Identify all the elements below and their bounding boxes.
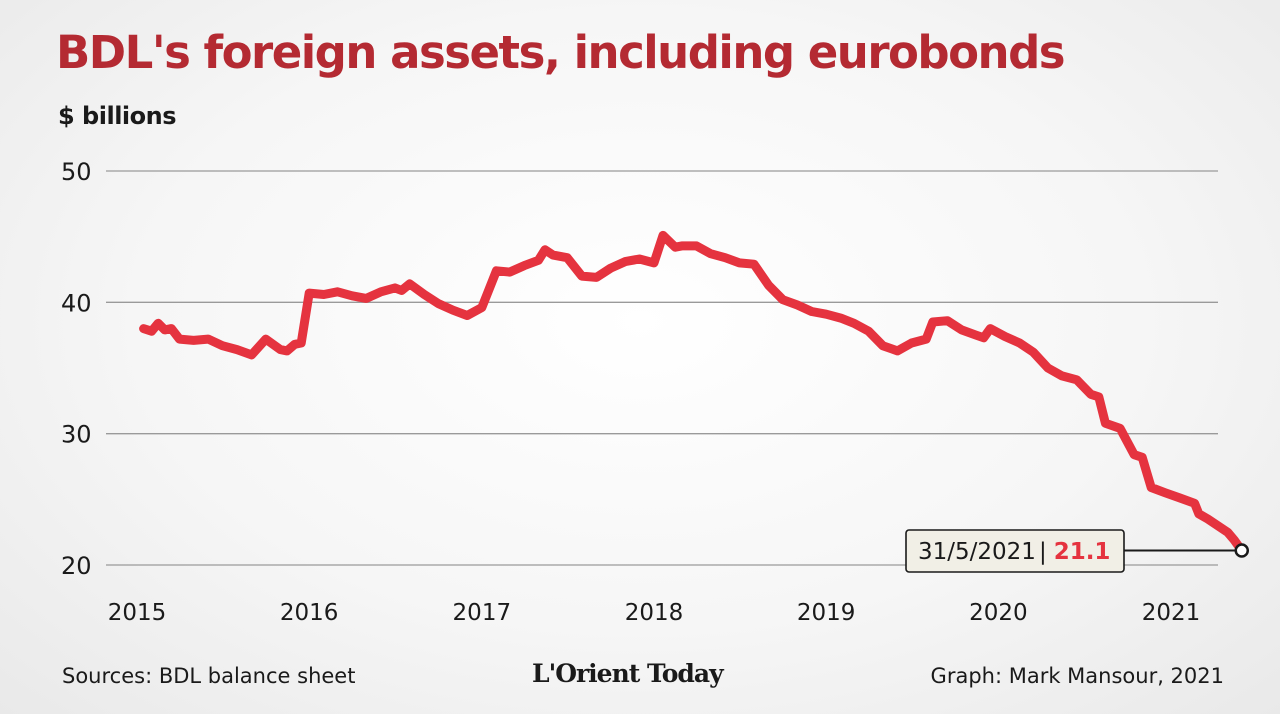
callout-date: 31/5/2021 — [918, 539, 1036, 565]
x-tick-label-2020: 2020 — [969, 600, 1028, 626]
y-tick-label-50: 50 — [61, 158, 92, 186]
graph-credit: Graph: Mark Mansour, 2021 — [930, 664, 1224, 688]
series-layer — [139, 230, 1247, 556]
latest-point-marker — [1234, 543, 1250, 558]
y-axis-unit-label: $ billions — [58, 102, 177, 130]
x-axis-ticks: 2015 2016 2017 2018 2019 2020 2021 — [108, 600, 1201, 626]
source-note: Sources: BDL balance sheet — [62, 664, 356, 688]
annotation-callout: 31/5/2021 | 21.1 — [905, 529, 1250, 573]
chart-title: BDL's foreign assets, including eurobond… — [56, 26, 1066, 79]
y-axis-ticks: 50 40 30 20 — [61, 158, 92, 580]
y-tick-label-40: 40 — [61, 289, 92, 317]
x-tick-label-2015: 2015 — [108, 600, 167, 626]
callout-box — [905, 529, 1125, 573]
callout-separator: | — [1039, 539, 1047, 565]
y-tick-label-20: 20 — [61, 552, 92, 580]
y-tick-label-30: 30 — [61, 421, 92, 449]
x-tick-label-2021: 2021 — [1142, 600, 1201, 626]
x-tick-label-2017: 2017 — [453, 600, 512, 626]
callout-value: 21.1 — [1054, 539, 1111, 565]
callout-label: 31/5/2021 | 21.1 — [918, 539, 1110, 565]
brand-logo: L'Orient Today — [532, 659, 724, 688]
series-line-0 — [139, 230, 1247, 556]
x-tick-label-2018: 2018 — [625, 600, 684, 626]
x-tick-label-2019: 2019 — [797, 600, 856, 626]
x-tick-label-2016: 2016 — [280, 600, 339, 626]
